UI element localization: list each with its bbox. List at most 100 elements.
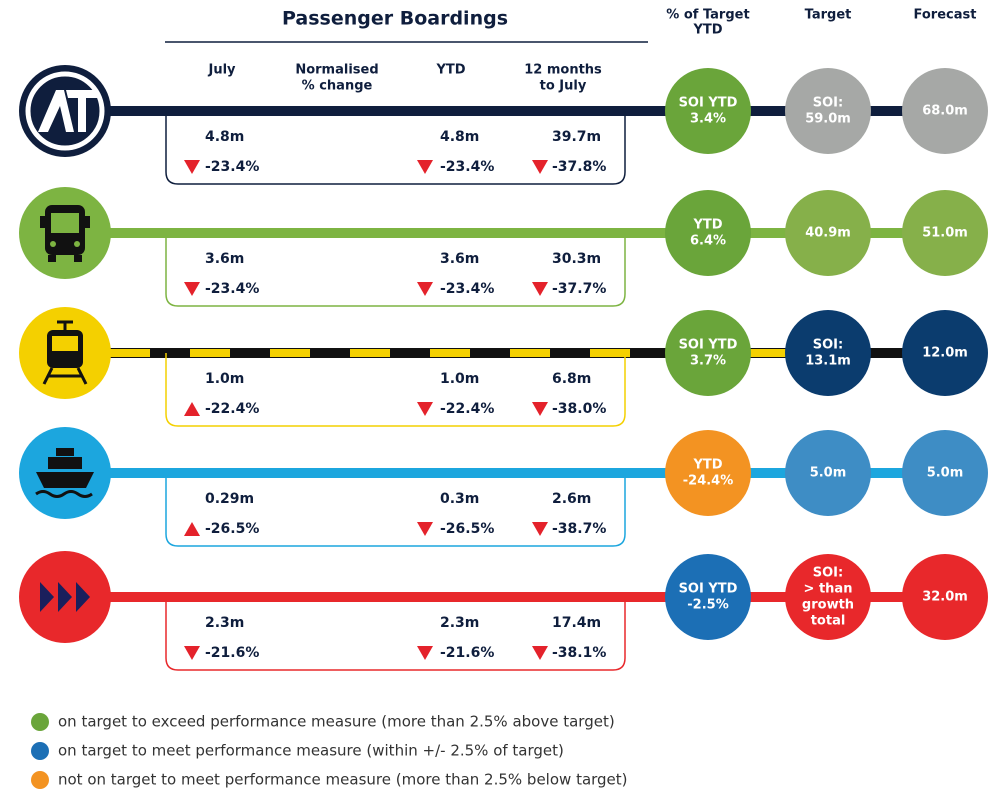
value: 3.6m — [440, 251, 479, 267]
change: -37.7% — [552, 281, 606, 297]
value: 3.6m — [205, 251, 244, 267]
subcolumn-header: 12 months — [524, 63, 602, 78]
change-arrow — [532, 160, 548, 174]
value: 2.6m — [552, 491, 591, 507]
legend-label: not on target to meet performance measur… — [58, 771, 628, 789]
target-text: 5.0m — [810, 466, 847, 481]
target-circle — [785, 554, 871, 640]
change: -37.8% — [552, 159, 606, 175]
target-text: SOI: — [813, 338, 843, 353]
value: 0.3m — [440, 491, 479, 507]
row-box — [165, 111, 626, 185]
pct-text: SOI YTD — [679, 338, 738, 353]
change-arrow — [184, 402, 200, 416]
change-arrow — [532, 646, 548, 660]
forecast-text: 12.0m — [922, 346, 968, 361]
target-text: 59.0m — [805, 112, 851, 127]
target-circle — [785, 310, 871, 396]
pct-text: YTD — [692, 458, 722, 473]
subcolumn-header: to July — [540, 79, 587, 94]
value: 2.3m — [205, 615, 244, 631]
subcolumn-header: Normalised — [295, 63, 378, 78]
change-arrow — [532, 282, 548, 296]
at-icon — [19, 65, 111, 157]
change: -23.4% — [440, 281, 494, 297]
change-arrow — [184, 646, 200, 660]
bus-icon — [19, 187, 111, 279]
change: -26.5% — [205, 521, 259, 537]
value: 17.4m — [552, 615, 601, 631]
change: -38.1% — [552, 645, 606, 661]
target-text: growth — [802, 598, 854, 613]
column-header: Target — [805, 8, 852, 23]
pct-circle — [665, 68, 751, 154]
legend-swatch — [31, 771, 49, 789]
forecast-circle — [902, 430, 988, 516]
pct-text: 3.4% — [690, 112, 726, 127]
pct-circle — [665, 430, 751, 516]
pct-circle — [665, 310, 751, 396]
legend-label: on target to exceed performance measure … — [58, 713, 615, 731]
subcolumn-header: % change — [302, 79, 373, 94]
legend-swatch — [31, 713, 49, 731]
column-header: YTD — [692, 23, 722, 38]
forecast-circle — [902, 190, 988, 276]
target-text: 13.1m — [805, 354, 851, 369]
value: 0.29m — [205, 491, 254, 507]
pct-text: 6.4% — [690, 234, 726, 249]
value: 1.0m — [205, 371, 244, 387]
row-box — [165, 473, 626, 547]
forecast-circle — [902, 554, 988, 640]
legend-swatch — [31, 742, 49, 760]
forecast-text: 68.0m — [922, 104, 968, 119]
change: -23.4% — [205, 159, 259, 175]
change: -23.4% — [440, 159, 494, 175]
change: -38.7% — [552, 521, 606, 537]
forecast-circle — [902, 68, 988, 154]
change-arrow — [417, 402, 433, 416]
value: 4.8m — [440, 129, 479, 145]
value: 39.7m — [552, 129, 601, 145]
target-circle — [785, 430, 871, 516]
subcolumn-header: YTD — [435, 63, 465, 78]
pct-text: -2.5% — [687, 598, 728, 613]
target-text: SOI: — [813, 96, 843, 111]
change-arrow — [184, 160, 200, 174]
pct-text: -24.4% — [683, 474, 734, 489]
legend-label: on target to meet performance measure (w… — [58, 742, 564, 760]
change-arrow — [417, 646, 433, 660]
change: -26.5% — [440, 521, 494, 537]
forecast-circle — [902, 310, 988, 396]
change-arrow — [532, 402, 548, 416]
target-text: SOI: — [813, 566, 843, 581]
forecast-text: 32.0m — [922, 590, 968, 605]
pct-text: 3.7% — [690, 354, 726, 369]
value: 2.3m — [440, 615, 479, 631]
column-header: Forecast — [914, 8, 977, 23]
ferry-icon — [19, 427, 111, 519]
change-arrow — [184, 522, 200, 536]
express-icon — [19, 551, 111, 643]
target-text: 40.9m — [805, 226, 851, 241]
row-box — [165, 353, 626, 427]
pct-circle — [665, 190, 751, 276]
row-box — [165, 233, 626, 307]
value: 6.8m — [552, 371, 591, 387]
target-text: total — [811, 614, 846, 629]
value: 4.8m — [205, 129, 244, 145]
change: -21.6% — [205, 645, 259, 661]
change: -21.6% — [440, 645, 494, 661]
pct-text: SOI YTD — [679, 96, 738, 111]
change: -38.0% — [552, 401, 606, 417]
forecast-text: 5.0m — [927, 466, 964, 481]
pct-text: YTD — [692, 218, 722, 233]
row-box — [165, 597, 626, 671]
pct-text: SOI YTD — [679, 582, 738, 597]
change: -23.4% — [205, 281, 259, 297]
target-text: > than — [804, 582, 853, 597]
change-arrow — [417, 282, 433, 296]
forecast-text: 51.0m — [922, 226, 968, 241]
change-arrow — [532, 522, 548, 536]
change-arrow — [417, 160, 433, 174]
